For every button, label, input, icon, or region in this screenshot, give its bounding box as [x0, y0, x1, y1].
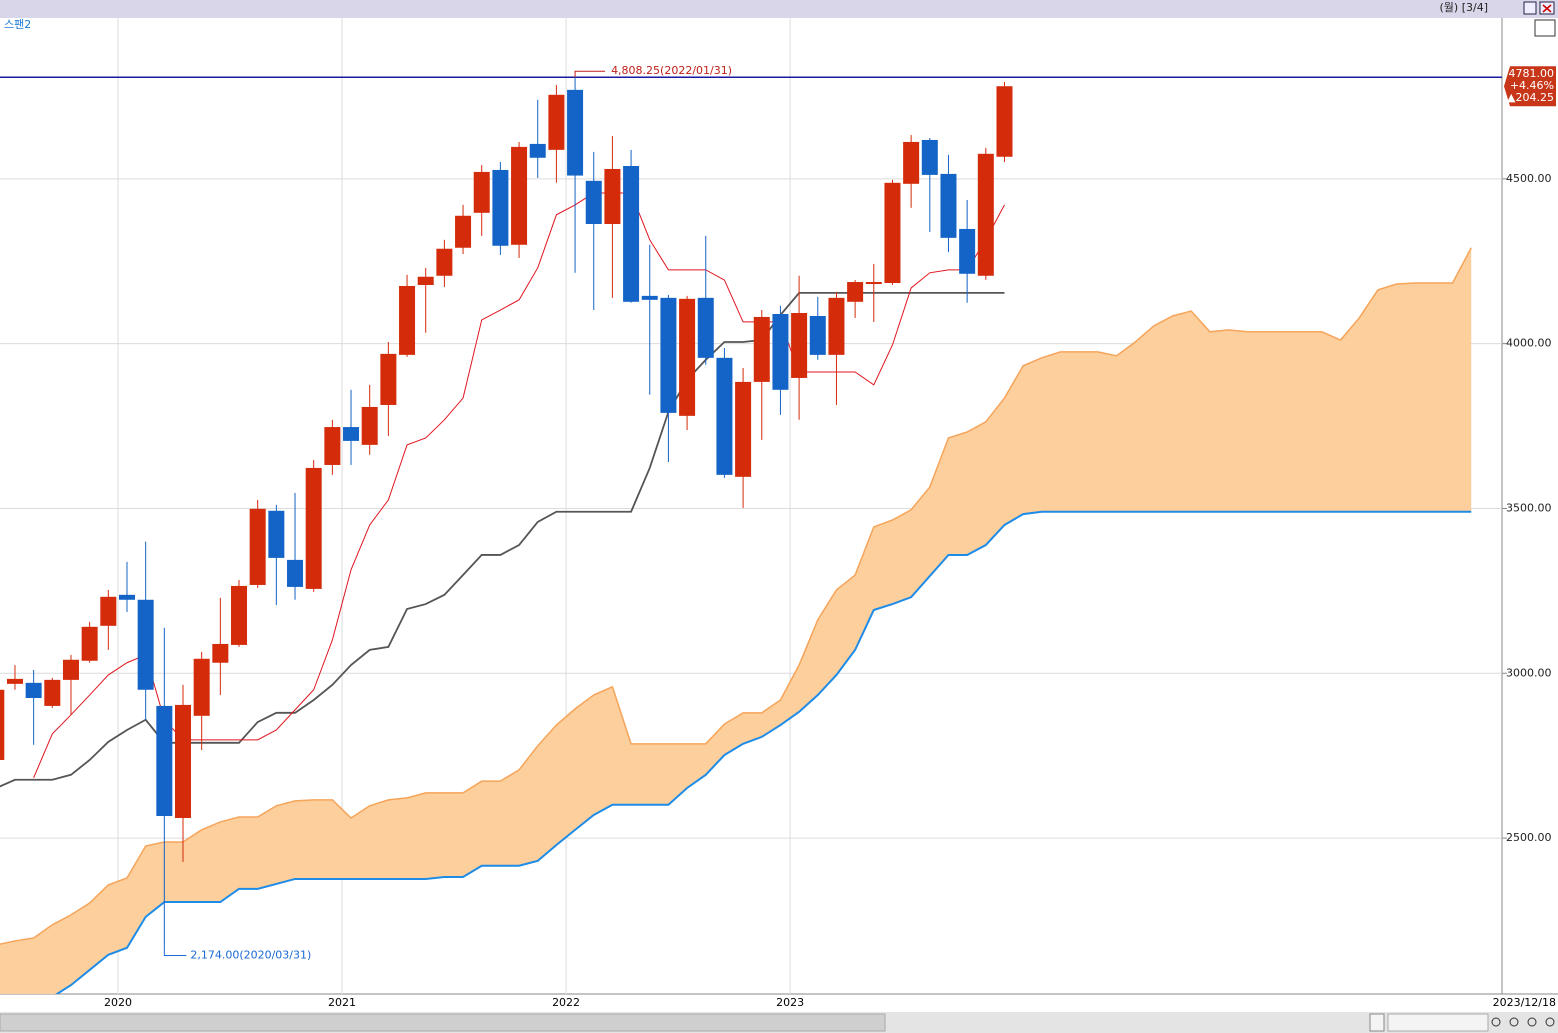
- candle-body: [231, 585, 248, 645]
- candle-body: [828, 297, 845, 355]
- x-tick-label: 2020: [104, 996, 132, 1009]
- candle-body: [436, 248, 453, 276]
- candle-body: [249, 508, 266, 585]
- candle-body: [604, 168, 621, 225]
- low-annotation-leader: [163, 945, 187, 957]
- date-label: 2023/12/18: [1493, 996, 1556, 1009]
- y-tick-label: 3500.00: [1506, 501, 1552, 514]
- candle-body: [660, 297, 677, 413]
- candle-body: [940, 173, 957, 238]
- candle-body: [809, 315, 826, 355]
- high-annotation: 4,808.25(2022/01/31): [611, 64, 732, 77]
- price-box-text: 4781.00: [1509, 67, 1555, 80]
- candle-body: [884, 182, 901, 284]
- high-annotation-leader: [574, 70, 606, 78]
- candle-body: [137, 599, 154, 690]
- candle-body: [305, 467, 322, 589]
- span-a-line: [0, 247, 1472, 945]
- top-bar-label: (월) [3/4]: [1440, 1, 1489, 14]
- candle-body: [567, 89, 584, 176]
- candle-body: [697, 297, 714, 358]
- zoom-slider[interactable]: [1387, 1013, 1489, 1032]
- candle-body: [641, 295, 658, 300]
- scroll-thumb[interactable]: [0, 1013, 886, 1032]
- tenkan-line: [33, 192, 1005, 778]
- candle-body: [417, 276, 434, 285]
- candle-body: [511, 146, 528, 245]
- settings-button[interactable]: [1534, 19, 1556, 37]
- price-box-text: +4.46%: [1510, 79, 1554, 92]
- price-box-text: ▲204.25: [1507, 91, 1554, 104]
- span-b-line: [55, 510, 1472, 994]
- x-tick-label: 2021: [328, 996, 356, 1009]
- candle-body: [343, 427, 360, 441]
- price-box: [1504, 66, 1556, 107]
- candle-body: [193, 658, 210, 716]
- candle-body: [380, 353, 397, 405]
- zoom-buttons: [1491, 1017, 1555, 1027]
- candle-body: [361, 406, 378, 445]
- kijun-line: [0, 292, 1005, 788]
- close-icon: [1542, 4, 1552, 13]
- candle-body: [903, 141, 920, 184]
- candle-body: [473, 171, 490, 213]
- scroll-arrow[interactable]: [1369, 1013, 1385, 1032]
- candle-body: [753, 316, 770, 382]
- candle-body: [977, 153, 994, 276]
- candle-body: [772, 313, 789, 390]
- candle-body: [268, 510, 285, 558]
- y-tick-label: 2500.00: [1506, 831, 1552, 844]
- candle-body: [623, 165, 640, 302]
- candle-body: [25, 682, 42, 699]
- candle-body: [455, 215, 472, 248]
- candle-body: [44, 679, 61, 706]
- candle-body: [865, 282, 882, 285]
- candle-body: [287, 559, 304, 587]
- candle-body: [529, 143, 546, 158]
- y-tick-label: 4000.00: [1506, 337, 1552, 350]
- y-tick-label: 3000.00: [1506, 666, 1552, 679]
- zoom-reset[interactable]: [1527, 1017, 1537, 1027]
- plot-area: 4,808.25(2022/01/31) 2,174.00(2020/03/31): [0, 18, 1502, 994]
- candle-body: [324, 427, 341, 465]
- candle-body: [716, 357, 733, 475]
- span-label: 스팬2: [4, 18, 31, 31]
- low-annotation: 2,174.00(2020/03/31): [190, 949, 311, 962]
- candle-body: [921, 139, 938, 175]
- candle-body: [791, 313, 808, 378]
- candle-body: [399, 285, 416, 355]
- zoom-tool[interactable]: [1545, 1017, 1555, 1027]
- candle-body: [585, 180, 602, 225]
- candle-body: [156, 705, 173, 817]
- candle-body: [118, 594, 135, 600]
- zoom-out[interactable]: [1509, 1017, 1519, 1027]
- x-tick-label: 2022: [552, 996, 580, 1009]
- candle-body: [175, 704, 191, 818]
- zoom-in[interactable]: [1491, 1017, 1501, 1027]
- candle-body: [996, 86, 1013, 157]
- candle-body: [100, 596, 117, 626]
- candle-body: [0, 689, 5, 760]
- y-tick-label: 4500.00: [1506, 172, 1552, 185]
- x-tick-label: 2023: [776, 996, 804, 1009]
- candle-body: [847, 282, 864, 302]
- top-bar: [0, 0, 1558, 18]
- candle-body: [548, 94, 565, 150]
- candle-body: [492, 169, 509, 246]
- candle-body: [212, 643, 229, 663]
- candle-body: [81, 626, 98, 661]
- candle-body: [735, 381, 752, 477]
- candle-body: [6, 678, 23, 684]
- candle-body: [62, 659, 79, 680]
- candle-body: [959, 228, 976, 274]
- candle-body: [679, 298, 696, 416]
- maximize-button[interactable]: [1523, 1, 1537, 15]
